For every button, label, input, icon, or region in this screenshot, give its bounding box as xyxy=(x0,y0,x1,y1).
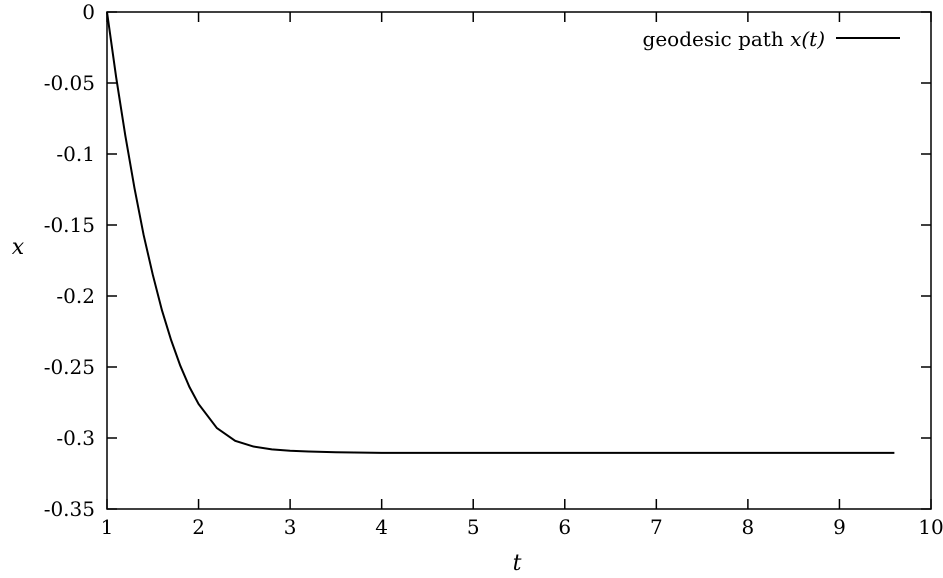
x-tick-label: 6 xyxy=(558,515,571,539)
legend: geodesic path x(t) xyxy=(643,27,900,51)
x-tick-label: 7 xyxy=(650,515,663,539)
y-tick-label: -0.15 xyxy=(44,213,95,237)
tick-marks xyxy=(106,11,932,510)
y-tick-label: -0.1 xyxy=(56,142,95,166)
x-tick-label: 2 xyxy=(192,515,205,539)
y-tick-label: -0.2 xyxy=(56,284,95,308)
legend-label-text: geodesic path xyxy=(643,27,791,51)
x-tick-label: 9 xyxy=(833,515,846,539)
y-tick-label: -0.25 xyxy=(44,355,95,379)
x-tick-label: 5 xyxy=(467,515,480,539)
series-line-geodesic-path xyxy=(106,11,895,454)
y-tick-label: -0.35 xyxy=(44,497,95,521)
y-tick-label: -0.05 xyxy=(44,71,95,95)
x-tick-label: 3 xyxy=(284,515,297,539)
plot-frame xyxy=(106,11,932,510)
y-tick-label: -0.3 xyxy=(56,426,95,450)
y-axis-label: x xyxy=(12,235,25,260)
x-tick-label: 1 xyxy=(101,515,114,539)
y-tick-label: 0 xyxy=(82,0,95,24)
x-tick-label: 10 xyxy=(918,515,943,539)
x-tick-label: 4 xyxy=(375,515,388,539)
x-tick-labels: 1 2 3 4 5 6 7 8 9 10 xyxy=(101,515,943,539)
x-tick-label: 8 xyxy=(742,515,755,539)
legend-label-math: x(t) xyxy=(790,27,825,51)
y-tick-labels: 0 -0.05 -0.1 -0.15 -0.2 -0.25 -0.3 -0.35 xyxy=(44,0,95,521)
legend-label: geodesic path x(t) xyxy=(643,27,825,51)
x-axis-label: t xyxy=(513,551,522,576)
